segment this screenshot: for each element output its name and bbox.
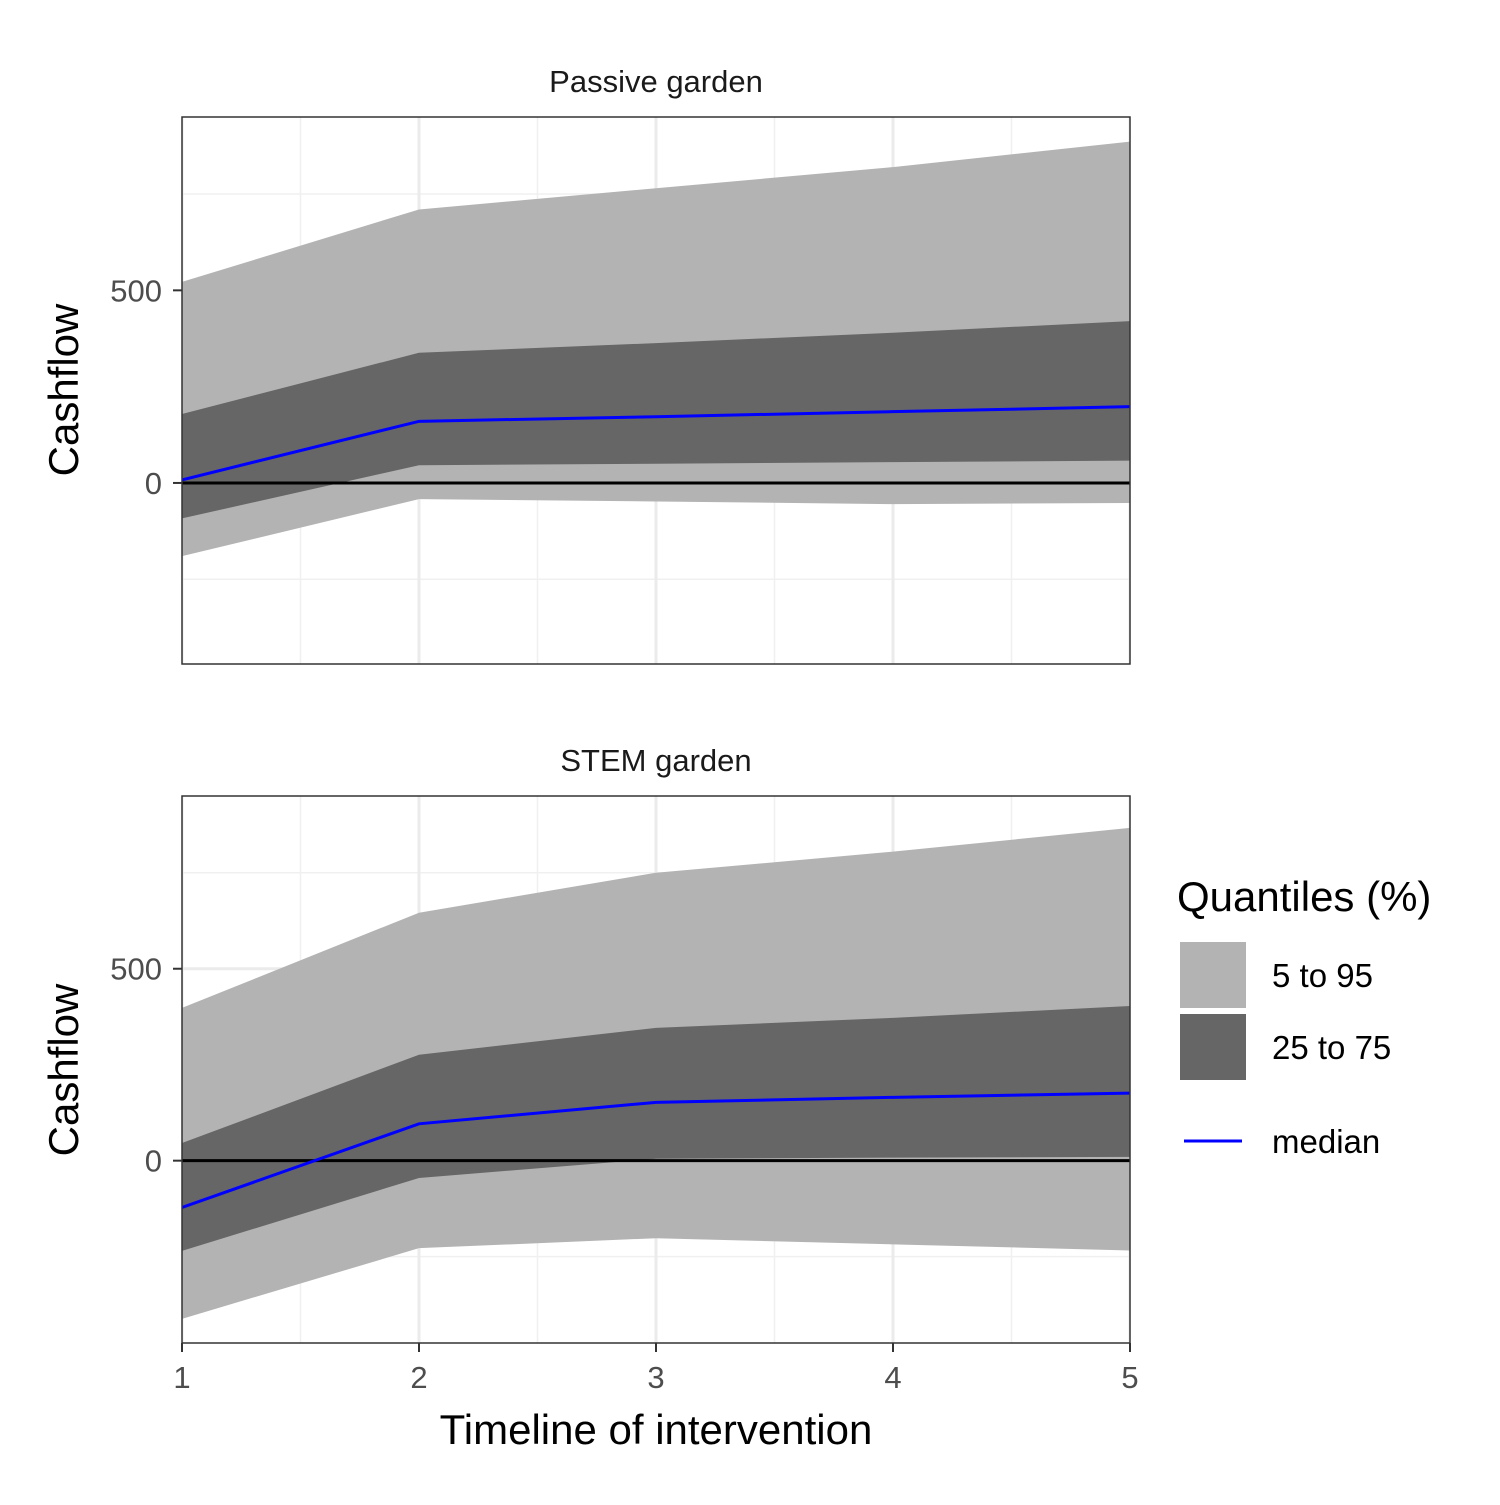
y-tick-label: 0 <box>145 466 162 501</box>
legend-label: 25 to 75 <box>1272 1029 1391 1066</box>
y-tick-label: 0 <box>145 1144 162 1179</box>
legend-label: 5 to 95 <box>1272 957 1373 994</box>
band-25-to-75 <box>182 1005 1130 1251</box>
legend-label: median <box>1272 1123 1380 1160</box>
median-line <box>182 1091 1130 1209</box>
legend-title: Quantiles (%) <box>1177 873 1431 920</box>
legend: Quantiles (%) 5 to 95 25 to 75 median <box>1177 873 1431 1160</box>
x-tick-label: 2 <box>410 1360 427 1395</box>
x-axis-title: Timeline of intervention <box>440 1406 873 1453</box>
legend-key-25-to-75 <box>1180 1014 1246 1080</box>
y-axis-title: Cashflow <box>40 303 87 476</box>
legend-key-5-to-95 <box>1180 942 1246 1008</box>
panel-title: Passive garden <box>549 64 763 99</box>
panel-passive-garden: Passive garden Cashflow 0 500 <box>40 64 1131 665</box>
band-25-to-75 <box>182 321 1130 519</box>
plot-area <box>182 796 1130 1343</box>
y-axis-title: Cashflow <box>40 983 87 1156</box>
x-tick-label: 3 <box>647 1360 664 1395</box>
plot-area <box>182 117 1130 664</box>
panel-border <box>181 116 1131 665</box>
y-tick-label: 500 <box>110 952 162 987</box>
median-line <box>182 405 1130 482</box>
y-tick-label: 500 <box>110 273 162 308</box>
panel-title: STEM garden <box>560 743 751 778</box>
x-tick-label: 5 <box>1121 1360 1138 1395</box>
panel-stem-garden: STEM garden Cashflow Timeline of interve… <box>40 743 1139 1453</box>
x-tick-label: 1 <box>173 1360 190 1395</box>
x-tick-label: 4 <box>884 1360 901 1395</box>
